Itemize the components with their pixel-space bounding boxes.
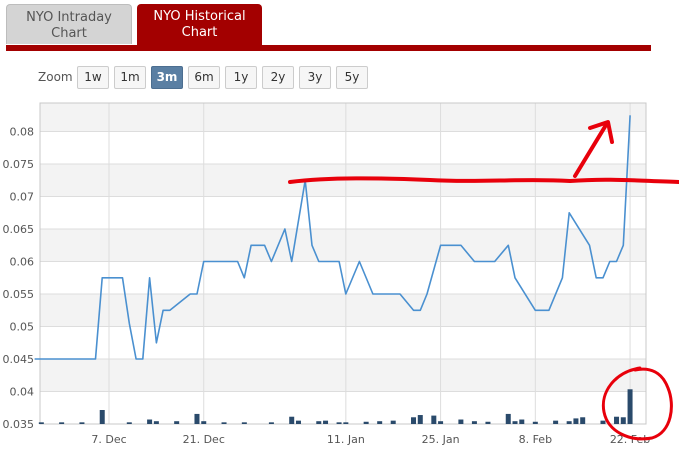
x-tick-label: 7. Dec	[91, 433, 126, 446]
volume-bar	[417, 415, 423, 424]
annotation-circle	[601, 366, 673, 441]
volume-bar	[201, 421, 207, 424]
volume-bar	[438, 421, 444, 424]
tab-historical-label-line2: Chart	[181, 25, 218, 40]
tab-intraday-label-line1: NYO Intraday	[26, 10, 112, 25]
x-tick-label: 8. Feb	[519, 433, 552, 446]
volume-bar	[99, 410, 105, 424]
volume-bar	[620, 417, 626, 424]
x-tick-label: 21. Dec	[183, 433, 225, 446]
volume-bar	[295, 420, 301, 424]
annotation-arrow-shaft	[573, 123, 608, 178]
x-tick-label: 11. Jan	[327, 433, 365, 446]
volume-bar	[512, 421, 518, 424]
volume-bar	[471, 421, 477, 424]
annotation-resistance-line	[288, 176, 679, 184]
tab-historical-label-line1: NYO Historical	[153, 9, 246, 24]
zoom-button-5y[interactable]: 5y	[336, 66, 368, 89]
volume-bar	[221, 422, 227, 424]
volume-bar	[363, 421, 369, 424]
volume-bar	[458, 419, 464, 424]
volume-bar	[316, 421, 322, 424]
volume-bar	[268, 422, 274, 424]
grid-band	[40, 359, 646, 392]
y-tick-label: 0.08	[10, 126, 35, 139]
zoom-button-3y[interactable]: 3y	[299, 66, 331, 89]
volume-bar	[174, 421, 180, 424]
y-tick-label: 0.04	[10, 386, 35, 399]
volume-bar	[323, 420, 329, 424]
volume-bar	[336, 422, 342, 424]
tab-historical-chart[interactable]: NYO Historical Chart	[137, 4, 262, 47]
volume-bar	[79, 422, 85, 424]
y-tick-label: 0.07	[10, 191, 35, 204]
zoom-button-6m[interactable]: 6m	[188, 66, 220, 89]
tab-intraday-chart[interactable]: NYO Intraday Chart	[6, 4, 132, 44]
volume-bar	[519, 419, 525, 424]
volume-bar	[573, 418, 579, 424]
volume-bar	[485, 421, 491, 424]
volume-bar	[580, 417, 586, 424]
volume-bar	[411, 417, 417, 424]
x-tick-label: 25. Jan	[422, 433, 460, 446]
grid-band	[40, 103, 646, 132]
tab-underline	[6, 45, 651, 51]
zoom-label: Zoom	[38, 70, 73, 84]
y-tick-label: 0.045	[3, 353, 35, 366]
y-tick-label: 0.035	[3, 418, 35, 431]
y-tick-label: 0.06	[10, 256, 35, 269]
volume-bar	[59, 422, 65, 424]
x-tick-label: 22. Feb	[610, 433, 650, 446]
tab-intraday-label-line2: Chart	[51, 26, 87, 41]
volume-bar	[194, 413, 200, 424]
volume-bar	[600, 420, 606, 424]
zoom-button-1m[interactable]: 1m	[114, 66, 146, 89]
volume-bar	[38, 422, 44, 424]
volume-bar	[377, 421, 383, 424]
y-tick-label: 0.055	[3, 288, 35, 301]
volume-bar	[147, 419, 153, 424]
grid-band	[40, 294, 646, 327]
volume-bar	[431, 415, 437, 424]
volume-bar	[532, 421, 538, 424]
grid-band	[40, 229, 646, 262]
volume-bar	[153, 421, 159, 424]
zoom-button-2y[interactable]: 2y	[262, 66, 294, 89]
plot-frame	[39, 102, 647, 425]
volume-bar	[627, 389, 633, 424]
volume-bar	[553, 420, 559, 424]
y-tick-label: 0.075	[3, 158, 35, 171]
volume-bar	[390, 420, 396, 424]
zoom-button-1y[interactable]: 1y	[225, 66, 257, 89]
annotation-arrow-head	[588, 120, 614, 144]
zoom-button-1w[interactable]: 1w	[77, 66, 109, 89]
volume-bar	[241, 422, 247, 424]
volume-bar	[614, 416, 620, 424]
zoom-button-3m[interactable]: 3m	[151, 66, 183, 89]
volume-bar	[505, 413, 511, 424]
volume-bar	[289, 416, 295, 424]
volume-bar	[566, 421, 572, 424]
y-tick-label: 0.05	[10, 321, 35, 334]
volume-bar	[126, 422, 132, 424]
y-tick-label: 0.065	[3, 223, 35, 236]
volume-bar	[343, 422, 349, 424]
